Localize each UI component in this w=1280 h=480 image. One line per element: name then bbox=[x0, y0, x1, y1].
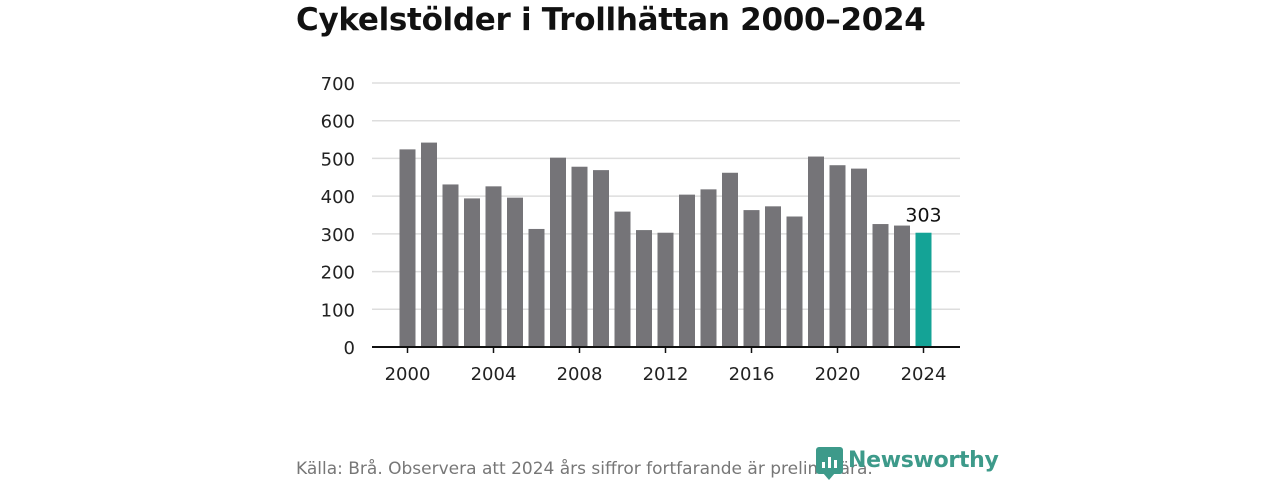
bar-2007 bbox=[550, 157, 566, 347]
bar-2015 bbox=[722, 172, 738, 347]
y-tick-label: 100 bbox=[321, 300, 355, 321]
x-axis-ticks: 2000 2004 2008 2012 2016 2020 2024 bbox=[372, 346, 960, 385]
bar-2020 bbox=[829, 165, 846, 347]
bar-2003 bbox=[464, 198, 480, 347]
newsworthy-logo: Newsworthy bbox=[816, 447, 999, 480]
bar-2024 bbox=[915, 232, 932, 347]
x-tick-label: 2000 bbox=[385, 364, 431, 385]
x-tick-label: 2020 bbox=[815, 364, 861, 385]
bar-2014 bbox=[700, 189, 717, 347]
x-tick-label: 2012 bbox=[643, 364, 689, 385]
bar-2023 bbox=[894, 225, 910, 347]
bar-2006 bbox=[528, 228, 545, 347]
data-label-2024: 303 bbox=[905, 205, 941, 227]
y-tick-label: 300 bbox=[321, 225, 355, 246]
x-tick-label: 2004 bbox=[471, 364, 517, 385]
bar-2009 bbox=[593, 170, 609, 347]
bar-2010 bbox=[614, 211, 631, 347]
bar-2019 bbox=[808, 156, 824, 347]
y-tick-label: 200 bbox=[321, 263, 355, 284]
bar-2008 bbox=[571, 166, 588, 347]
bar-2018 bbox=[786, 216, 803, 347]
y-tick-label: 700 bbox=[321, 74, 355, 95]
bar-2001 bbox=[421, 142, 437, 347]
bar-2013 bbox=[679, 194, 695, 347]
chart-title: Cykelstölder i Trollhättan 2000–2024 bbox=[296, 2, 926, 38]
bar-2004 bbox=[485, 186, 502, 347]
bar-2002 bbox=[442, 184, 459, 347]
source-note: Källa: Brå. Observera att 2024 års siffr… bbox=[296, 459, 873, 479]
bars bbox=[399, 142, 932, 347]
x-tick-label: 2024 bbox=[901, 364, 947, 385]
logo-text: Newsworthy bbox=[848, 448, 999, 473]
bar-2012 bbox=[657, 232, 674, 347]
data-labels: 303 bbox=[905, 205, 941, 227]
bar-2021 bbox=[851, 168, 867, 347]
bar-2022 bbox=[872, 224, 889, 347]
bar-2011 bbox=[636, 230, 652, 347]
y-tick-label: 600 bbox=[321, 112, 355, 133]
x-tick-label: 2008 bbox=[557, 364, 603, 385]
y-axis-ticks: 0 100 200 300 400 500 600 700 bbox=[321, 74, 355, 359]
bar-2005 bbox=[507, 197, 523, 347]
x-tick-label: 2016 bbox=[729, 364, 775, 385]
y-tick-label: 0 bbox=[344, 338, 355, 359]
y-tick-label: 400 bbox=[321, 187, 355, 208]
bar-2000 bbox=[399, 149, 416, 347]
bar-2017 bbox=[765, 206, 781, 347]
y-tick-label: 500 bbox=[321, 149, 355, 170]
bar-2016 bbox=[743, 210, 760, 347]
newsworthy-logo-icon bbox=[816, 447, 843, 480]
